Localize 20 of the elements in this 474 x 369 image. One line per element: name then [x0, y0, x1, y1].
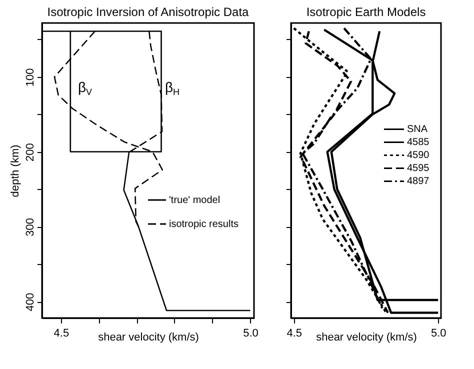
- y-tick-label: 400: [24, 292, 36, 312]
- legend-label: 'true' model: [169, 195, 220, 206]
- x-axis-title: shear velocity (km/s): [316, 332, 417, 344]
- legend-label: SNA: [407, 124, 428, 136]
- y-tick-label: 200: [24, 143, 36, 162]
- legend-label: isotropic results: [169, 219, 238, 230]
- x-axis-title: shear velocity (km/s): [98, 332, 199, 344]
- x-tick-label: 4.5: [286, 328, 302, 340]
- legend-label: 4595: [407, 163, 430, 174]
- legend-label: 4897: [407, 176, 430, 188]
- legend-label: 4590: [407, 150, 430, 162]
- legend-label: 4585: [407, 137, 430, 148]
- x-tick-label: 4.5: [54, 328, 70, 340]
- y-tick-label: 100: [24, 68, 36, 87]
- x-tick-label: 5.0: [430, 328, 446, 340]
- y-tick-label: 300: [24, 218, 36, 236]
- chart-title: Isotropic Inversion of Anisotropic Data: [47, 5, 250, 19]
- y-axis-title: depth (km): [10, 144, 22, 198]
- x-tick-label: 5.0: [243, 328, 258, 340]
- chart-title: Isotropic Earth Models: [306, 5, 426, 19]
